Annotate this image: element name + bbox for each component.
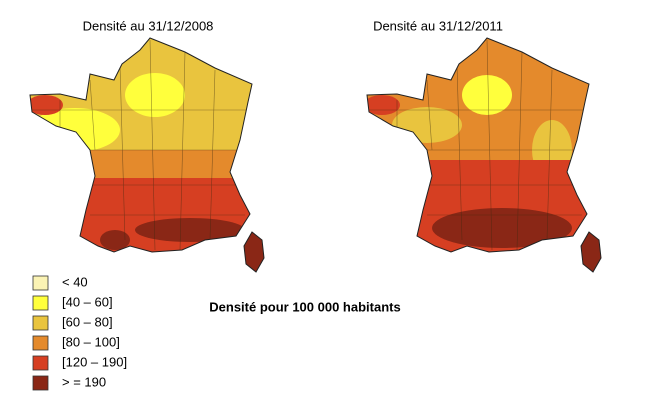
corsica bbox=[580, 231, 602, 273]
outline bbox=[366, 37, 590, 253]
legend-swatch bbox=[32, 375, 49, 391]
legend-label: [40 – 60] bbox=[62, 294, 113, 309]
map-title: Densité au 31/12/2011 bbox=[373, 18, 503, 33]
map-2008 bbox=[29, 37, 265, 273]
region bbox=[30, 178, 252, 252]
region bbox=[135, 218, 245, 242]
legend-label: > = 190 bbox=[62, 374, 106, 389]
mainland bbox=[367, 38, 589, 252]
region bbox=[100, 230, 130, 250]
map-2011 bbox=[366, 37, 602, 273]
legend-label: [120 – 190] bbox=[62, 354, 127, 369]
legend-swatch bbox=[32, 355, 49, 371]
region bbox=[392, 107, 462, 143]
legend-swatch bbox=[32, 315, 49, 331]
legend: < 40 [40 – 60] [60 – 80] [80 – 100] [120 – 1… bbox=[32, 274, 127, 391]
region bbox=[432, 208, 572, 248]
legend-label: < 40 bbox=[62, 274, 88, 289]
region bbox=[462, 75, 512, 115]
caption: Densité pour 100 000 habitants bbox=[209, 299, 400, 314]
outline bbox=[29, 37, 253, 253]
corsica bbox=[243, 231, 265, 273]
legend-label: [80 – 100] bbox=[62, 334, 120, 349]
legend-swatch bbox=[32, 295, 49, 311]
mainland bbox=[30, 38, 252, 252]
department-lines bbox=[30, 39, 250, 251]
region bbox=[125, 73, 185, 117]
department-lines bbox=[367, 39, 587, 251]
map-title: Densité au 31/12/2008 bbox=[83, 18, 214, 33]
legend-swatch bbox=[32, 335, 49, 351]
legend-label: [60 – 80] bbox=[62, 314, 113, 329]
legend-swatch bbox=[32, 275, 49, 291]
